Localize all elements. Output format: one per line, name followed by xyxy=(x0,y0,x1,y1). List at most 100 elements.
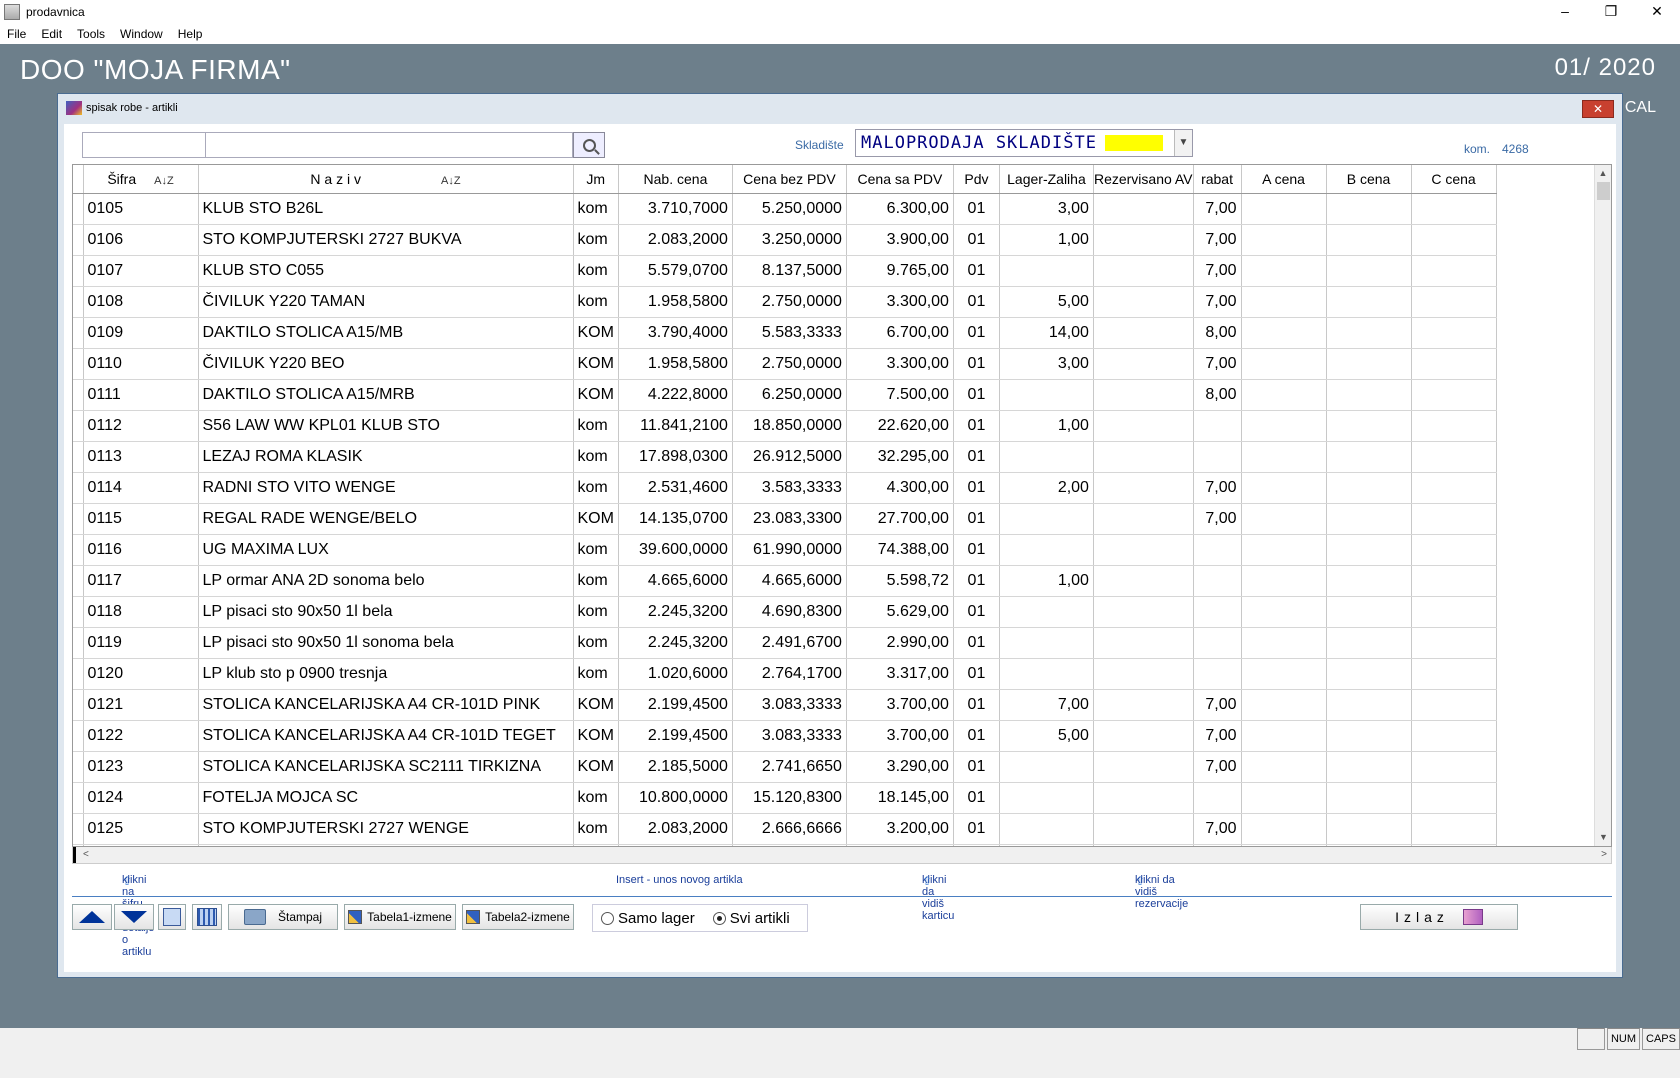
row-selector[interactable] xyxy=(73,627,84,659)
cell-code[interactable]: 0106 xyxy=(83,224,199,256)
close-button[interactable]: ✕ xyxy=(1651,3,1663,19)
row-selector[interactable] xyxy=(73,379,84,411)
cell-code[interactable]: 0125 xyxy=(83,813,199,845)
row-selector[interactable] xyxy=(73,565,84,597)
scroll-down-icon[interactable]: ▼ xyxy=(1599,832,1608,842)
cell-code[interactable]: 0126 xyxy=(83,844,199,846)
table-row[interactable]: 0112 S56 LAW WW KPL01 KLUB STO kom 11.841,2… xyxy=(73,410,1497,442)
table-row[interactable]: 0109 DAKTILO STOLICA A15/MB KOM 3.790,4000 5… xyxy=(73,317,1497,349)
row-selector[interactable] xyxy=(73,317,84,349)
radio-only-stock-label[interactable]: Samo lager xyxy=(618,909,695,927)
table-row[interactable]: 0117 LP ormar ANA 2D sonoma belo kom 4.665,… xyxy=(73,565,1497,597)
row-selector[interactable] xyxy=(73,348,84,380)
table-row[interactable]: 0113 LEZAJ ROMA KLASIK kom 17.898,0300 26.91… xyxy=(73,441,1497,473)
table-row[interactable]: 0116 UG MAXIMA LUX kom 39.600,0000 61.990,00… xyxy=(73,534,1497,566)
find-button[interactable] xyxy=(158,904,186,930)
search-name-input[interactable] xyxy=(206,132,573,158)
table2-edit-button[interactable]: Tabela2-izmene xyxy=(462,904,574,930)
table-row[interactable]: 0121 STOLICA KANCELARIJSKA A4 CR-101D PIN… xyxy=(73,689,1497,721)
table-row[interactable]: 0120 LP klub sto p 0900 tresnja kom 1.020,6… xyxy=(73,658,1497,690)
cell-code[interactable]: 0108 xyxy=(83,286,199,318)
table-row[interactable]: 0110 ČIVILUK Y220 BEO KOM 1.958,5800 2.750,0… xyxy=(73,348,1497,380)
cell-code[interactable]: 0119 xyxy=(83,627,199,659)
cell-code[interactable]: 0117 xyxy=(83,565,199,597)
table-row[interactable]: 0126TV REGAL CAN CAN 4 S300kom24.335,420… xyxy=(73,844,1497,846)
cell-code[interactable]: 0124 xyxy=(83,782,199,814)
cell-code[interactable]: 0114 xyxy=(83,472,199,504)
table-row[interactable]: 0119 LP pisaci sto 90x50 1l sonoma bela ko… xyxy=(73,627,1497,659)
row-selector[interactable] xyxy=(73,193,84,225)
search-button[interactable] xyxy=(573,132,605,158)
row-selector[interactable] xyxy=(73,472,84,504)
vertical-scrollbar[interactable]: ▲ ▼ xyxy=(1594,165,1611,846)
radio-all-articles-label[interactable]: Svi artikli xyxy=(729,909,790,927)
row-selector[interactable] xyxy=(73,689,84,721)
row-selector[interactable] xyxy=(73,813,84,845)
scroll-up-icon[interactable]: ▲ xyxy=(1598,168,1608,178)
articles-grid[interactable]: Šifra A↓Z N a z i v A↓Z Jm Nab. cena Cena … xyxy=(72,164,1612,847)
menu-tools[interactable]: Tools xyxy=(77,27,106,41)
cell-code[interactable]: 0105 xyxy=(83,193,199,225)
cell-code[interactable]: 0113 xyxy=(83,441,199,473)
table-row[interactable]: 0108 ČIVILUK Y220 TAMAN kom 1.958,5800 2.750… xyxy=(73,286,1497,318)
cell-code[interactable]: 0110 xyxy=(83,348,199,380)
header-code[interactable]: Šifra A↓Z xyxy=(83,165,199,194)
minimize-button[interactable]: – xyxy=(1561,3,1569,19)
table-row[interactable]: 0114 RADNI STO VITO WENGE kom 2.531,4600 3.5… xyxy=(73,472,1497,504)
cell-code[interactable]: 0118 xyxy=(83,596,199,628)
table-row[interactable]: 0115 REGAL RADE WENGE/BELO KOM 14.135,0700 2… xyxy=(73,503,1497,535)
row-selector[interactable] xyxy=(73,286,84,318)
cell-code[interactable]: 0121 xyxy=(83,689,199,721)
exit-button[interactable]: Izlaz xyxy=(1360,904,1518,930)
row-selector[interactable] xyxy=(73,751,84,783)
row-selector[interactable] xyxy=(73,224,84,256)
calculator-button[interactable] xyxy=(192,904,222,930)
header-name[interactable]: N a z i v A↓Z xyxy=(198,165,574,194)
scroll-thumb[interactable] xyxy=(1596,182,1610,200)
table-row[interactable]: 0124 FOTELJA MOJCA SC kom 10.800,0000 15.120… xyxy=(73,782,1497,814)
menu-edit[interactable]: Edit xyxy=(41,27,63,41)
table-row[interactable]: 0106 STO KOMPJUTERSKI 2727 BUKVA kom 2.083,… xyxy=(73,224,1497,256)
row-selector[interactable] xyxy=(73,658,84,690)
print-button[interactable]: Štampaj xyxy=(228,904,338,930)
row-selector[interactable] xyxy=(73,503,84,535)
menu-file[interactable]: File xyxy=(7,27,27,41)
scroll-left-icon[interactable]: < xyxy=(83,849,89,860)
row-selector[interactable] xyxy=(73,844,84,846)
sort-icon[interactable]: A↓Z xyxy=(154,174,174,187)
menu-window[interactable]: Window xyxy=(120,27,163,41)
chevron-down-icon[interactable]: ▼ xyxy=(1174,130,1192,156)
move-down-button[interactable] xyxy=(114,904,154,930)
table-row[interactable]: 0111 DAKTILO STOLICA A15/MRB KOM 4.222,8000… xyxy=(73,379,1497,411)
row-selector[interactable] xyxy=(73,534,84,566)
sort-icon[interactable]: A↓Z xyxy=(441,174,461,187)
row-selector[interactable] xyxy=(73,255,84,287)
horizontal-scrollbar[interactable]: < > xyxy=(72,847,1612,864)
cell-code[interactable]: 0122 xyxy=(83,720,199,752)
row-selector[interactable] xyxy=(73,782,84,814)
cell-code[interactable]: 0116 xyxy=(83,534,199,566)
radio-all-articles[interactable] xyxy=(712,911,726,925)
row-selector[interactable] xyxy=(73,441,84,473)
table-row[interactable]: 0105 KLUB STO B26L kom 3.710,7000 5.250,0000… xyxy=(73,193,1497,225)
table-row[interactable]: 0123 STOLICA KANCELARIJSKA SC2111 TIRKIZN… xyxy=(73,751,1497,783)
table-row[interactable]: 0125 STO KOMPJUTERSKI 2727 WENGE kom 2.083,… xyxy=(73,813,1497,845)
table-row[interactable]: 0118 LP pisaci sto 90x50 1l bela kom 2.245,… xyxy=(73,596,1497,628)
table-row[interactable]: 0107 KLUB STO C055 kom 5.579,0700 8.137,5000… xyxy=(73,255,1497,287)
cell-code[interactable]: 0112 xyxy=(83,410,199,442)
cell-code[interactable]: 0111 xyxy=(83,379,199,411)
move-up-button[interactable] xyxy=(72,904,112,930)
scroll-right-icon[interactable]: > xyxy=(1601,849,1607,860)
maximize-button[interactable]: ❐ xyxy=(1604,3,1618,19)
warehouse-select[interactable]: MALOPRODAJA SKLADIŠTE ▼ xyxy=(855,129,1193,157)
menu-help[interactable]: Help xyxy=(177,27,203,41)
cell-code[interactable]: 0120 xyxy=(83,658,199,690)
cell-code[interactable]: 0123 xyxy=(83,751,199,783)
table1-edit-button[interactable]: Tabela1-izmene xyxy=(344,904,456,930)
row-selector[interactable] xyxy=(73,596,84,628)
cell-code[interactable]: 0115 xyxy=(83,503,199,535)
cell-code[interactable]: 0109 xyxy=(83,317,199,349)
table-row[interactable]: 0122 STOLICA KANCELARIJSKA A4 CR-101D TEG… xyxy=(73,720,1497,752)
search-code-input[interactable] xyxy=(82,132,206,158)
cell-code[interactable]: 0107 xyxy=(83,255,199,287)
